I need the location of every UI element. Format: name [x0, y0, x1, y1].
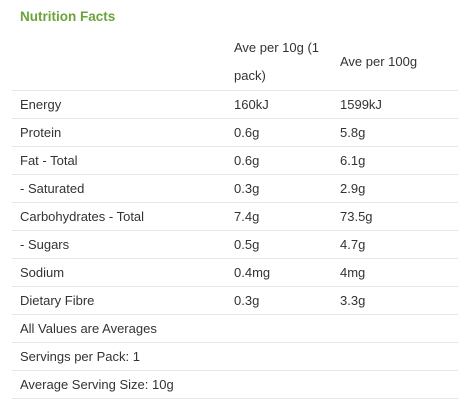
note-row: Average Serving Size: 10g — [12, 370, 458, 399]
table-row: Sodium 0.4mg 4mg — [12, 258, 458, 287]
per-serving-value: 0.6g — [226, 118, 332, 147]
per-serving-value: 0.4mg — [226, 258, 332, 287]
per-serving-value: 0.5g — [226, 230, 332, 259]
per-100g-value: 2.9g — [332, 174, 458, 203]
per-100g-value: 1599kJ — [332, 90, 458, 119]
table-header-row: Ave per 10g (1 pack) Ave per 100g — [12, 34, 458, 91]
per-100g-value: 6.1g — [332, 146, 458, 175]
per-100g-value: 3.3g — [332, 286, 458, 315]
per-100g-value: 4mg — [332, 258, 458, 287]
column-header-per-100g: Ave per 100g — [340, 54, 418, 69]
per-serving-value: 7.4g — [226, 202, 332, 231]
nutrient-label: Energy — [12, 90, 226, 119]
note-averages: All Values are Averages — [12, 314, 458, 343]
nutrient-label: - Saturated — [12, 174, 226, 203]
column-header-per-serving: Ave per 10g (1 pack) — [234, 40, 320, 83]
nutrition-title: Nutrition Facts — [20, 9, 116, 24]
per-serving-value: 160kJ — [226, 90, 332, 119]
note-servings-per-pack: Servings per Pack: 1 — [12, 342, 458, 371]
per-serving-value: 0.6g — [226, 146, 332, 175]
table-row: - Sugars 0.5g 4.7g — [12, 230, 458, 259]
nutrient-label: - Sugars — [12, 230, 226, 259]
nutrient-label: Fat - Total — [12, 146, 226, 175]
per-serving-value: 0.3g — [226, 286, 332, 315]
per-serving-value: 0.3g — [226, 174, 332, 203]
nutrient-label: Carbohydrates - Total — [12, 202, 226, 231]
column-header-nutrient — [12, 34, 226, 91]
table-row: Protein 0.6g 5.8g — [12, 118, 458, 147]
note-serving-size: Average Serving Size: 10g — [12, 370, 458, 399]
table-row: Dietary Fibre 0.3g 3.3g — [12, 286, 458, 315]
nutrition-table: Ave per 10g (1 pack) Ave per 100g Energy… — [12, 34, 458, 399]
note-row: Servings per Pack: 1 — [12, 342, 458, 371]
per-100g-value: 73.5g — [332, 202, 458, 231]
per-100g-value: 5.8g — [332, 118, 458, 147]
table-row: - Saturated 0.3g 2.9g — [12, 174, 458, 203]
table-row: Fat - Total 0.6g 6.1g — [12, 146, 458, 175]
nutrient-label: Protein — [12, 118, 226, 147]
nutrient-label: Dietary Fibre — [12, 286, 226, 315]
nutrient-label: Sodium — [12, 258, 226, 287]
note-row: All Values are Averages — [12, 314, 458, 343]
table-row: Energy 160kJ 1599kJ — [12, 90, 458, 119]
table-row: Carbohydrates - Total 7.4g 73.5g — [12, 202, 458, 231]
per-100g-value: 4.7g — [332, 230, 458, 259]
